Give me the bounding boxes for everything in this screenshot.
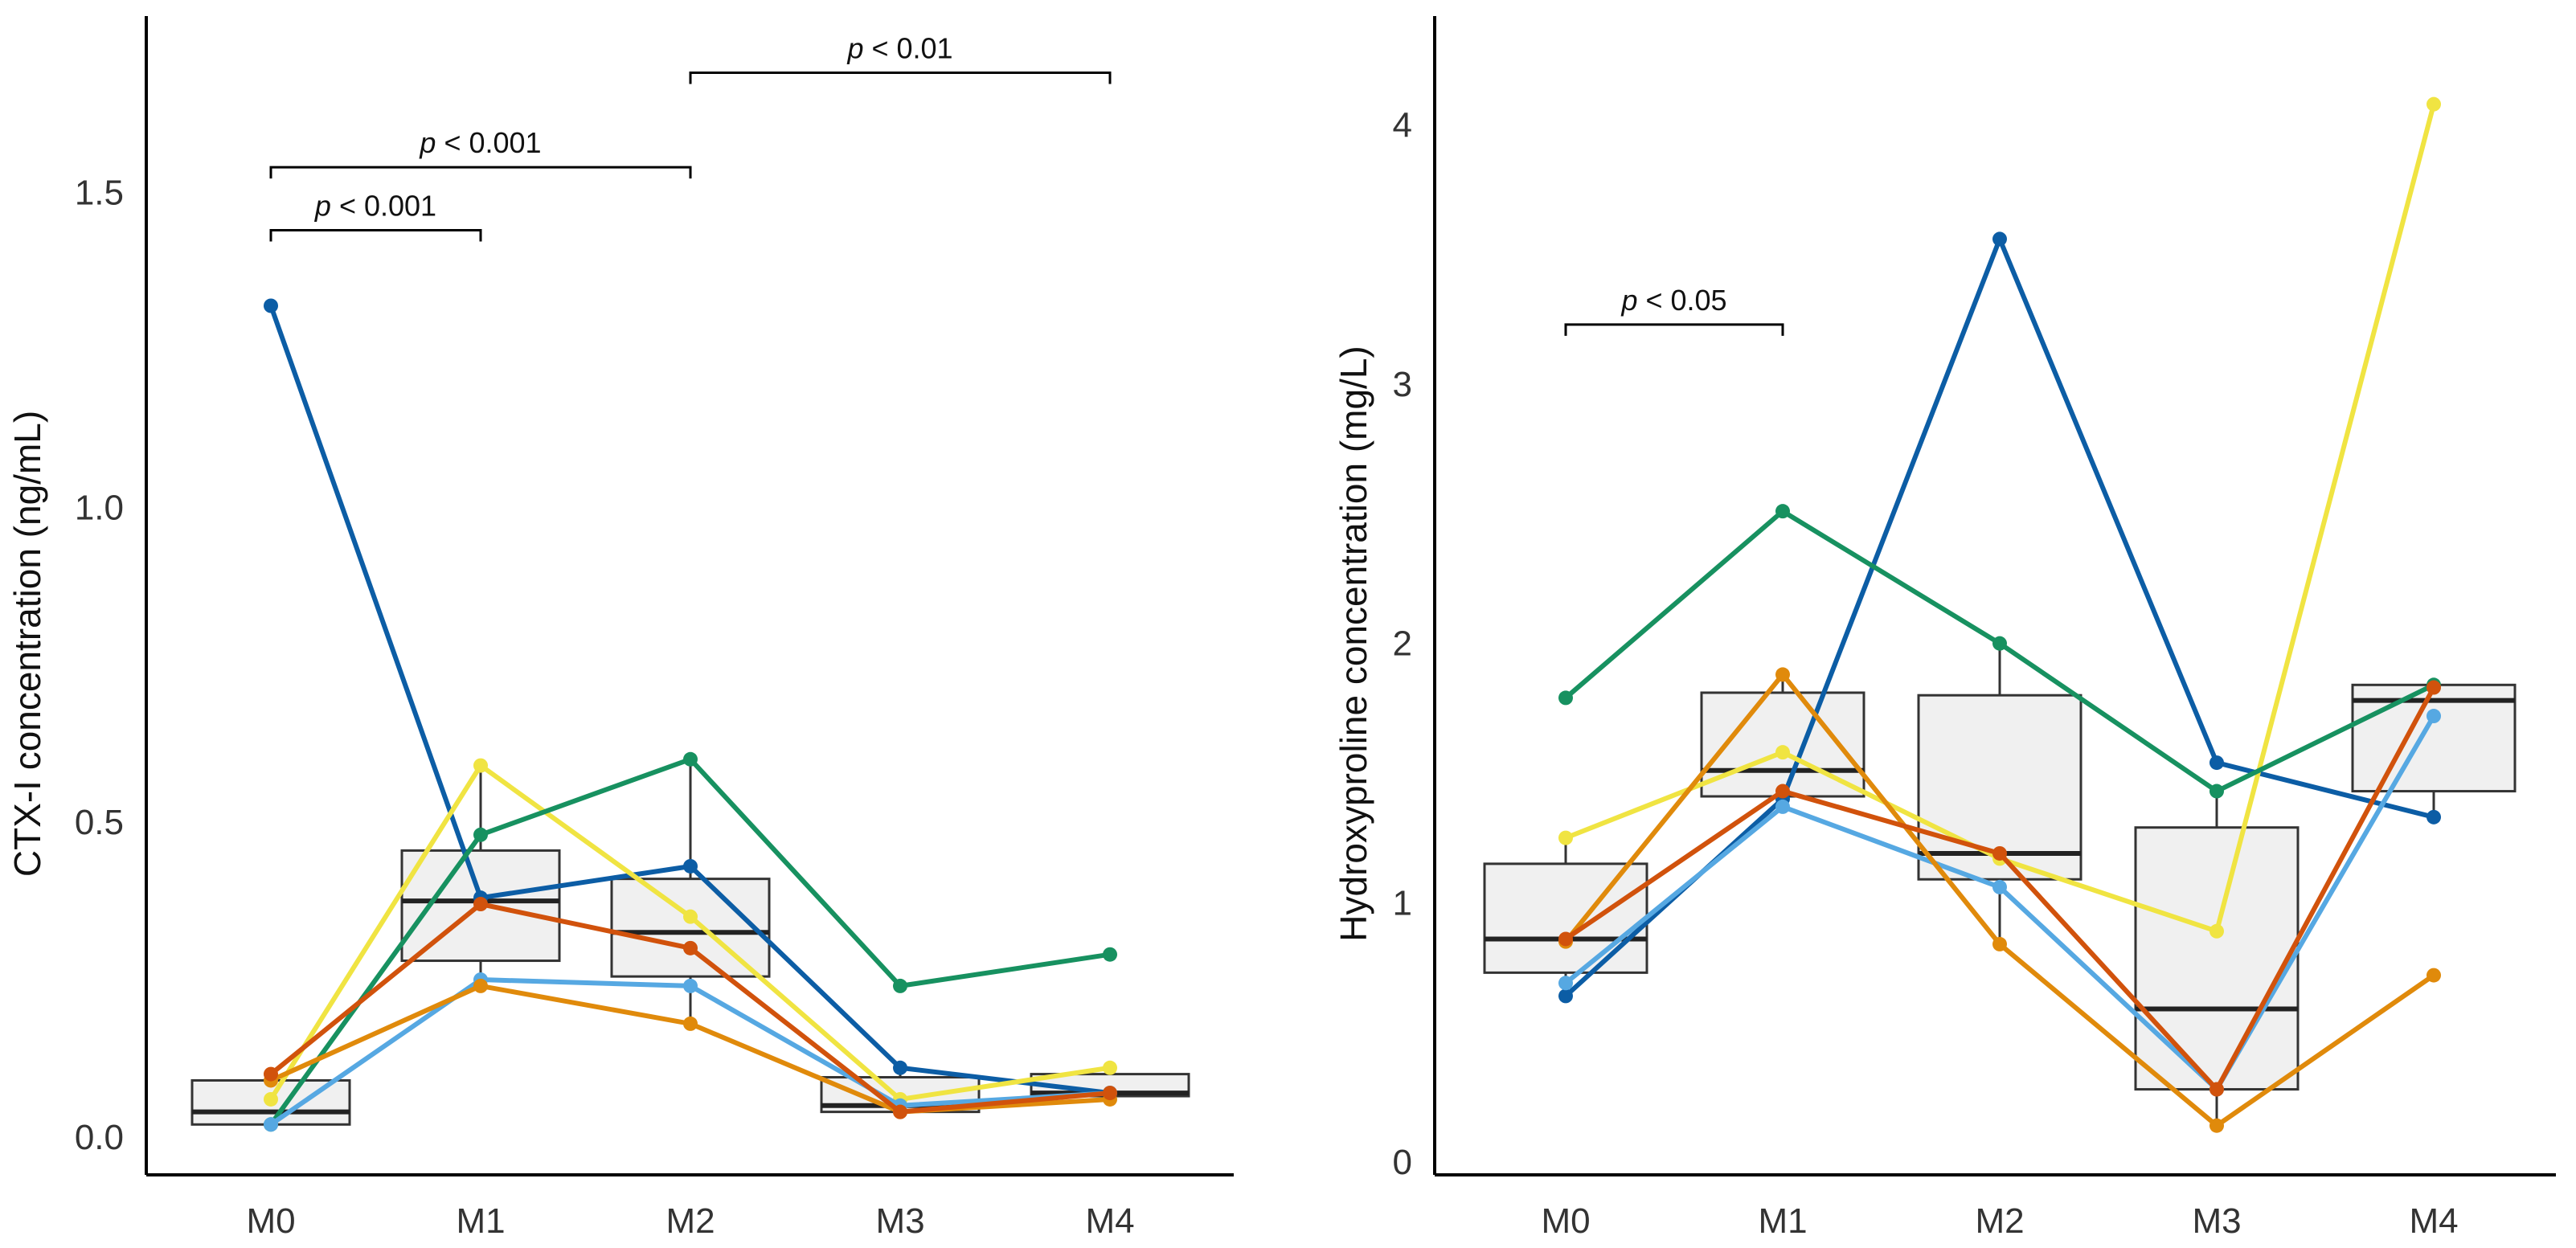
data-point [473, 827, 488, 842]
ctx-i-panel: 0.0 0.5 1.0 1.5 M0 M1 M2 M3 M4 CTX-I concentratio… [6, 16, 1234, 1241]
data-point [2209, 1082, 2224, 1097]
significance-bracket [269, 228, 482, 242]
data-point [683, 909, 698, 924]
data-point [683, 751, 698, 767]
data-point [2427, 680, 2441, 695]
significance-bracket [1564, 323, 1784, 336]
significance-bracket [269, 166, 692, 179]
data-point [2427, 968, 2441, 983]
data-point [2209, 755, 2224, 771]
data-point [1992, 936, 2007, 951]
box-M3 [2134, 826, 2300, 1091]
box-M0 [1483, 862, 1648, 974]
y-tick-label: 3 [1393, 365, 1412, 404]
data-point [1992, 845, 2007, 861]
x-tick-label: M3 [2192, 1201, 2241, 1241]
p-symbol: p [846, 32, 863, 65]
p-threshold: < 0.001 [331, 189, 436, 222]
y-tick-label: 0.5 [75, 803, 124, 842]
data-point [1775, 745, 1790, 760]
data-point [264, 1117, 278, 1132]
data-point [1775, 784, 1790, 799]
p-threshold: < 0.05 [1637, 284, 1726, 317]
data-point [2427, 809, 2441, 824]
significance-label: p < 0.05 [1620, 284, 1726, 317]
y-axis-title: Hydroxyproline concentration (mg/L) [1333, 346, 1374, 941]
data-point [1775, 667, 1790, 682]
data-point [473, 978, 488, 993]
x-tick-label: M4 [2409, 1201, 2458, 1241]
p-symbol: p [314, 189, 331, 222]
y-tick-label: 4 [1393, 105, 1412, 145]
data-point [1992, 879, 2007, 894]
significance-label: p < 0.01 [846, 32, 952, 65]
data-point [1558, 830, 1573, 845]
x-tick-label: M1 [1758, 1201, 1807, 1241]
y-tick-label: 2 [1393, 624, 1412, 664]
p-threshold: < 0.01 [863, 32, 952, 65]
data-point [1775, 504, 1790, 519]
hydroxyproline-panel: 0 1 2 3 4 M0 M1 M2 M3 M4 Hydroxyproline concentrat… [1333, 16, 2556, 1241]
p-threshold: < 0.001 [436, 126, 541, 159]
data-point [473, 897, 488, 912]
data-point [1992, 636, 2007, 651]
data-point [1775, 799, 1790, 814]
data-point [1558, 690, 1573, 706]
significance-label: p < 0.001 [419, 126, 541, 159]
y-tick-label: 1 [1393, 883, 1412, 923]
p-symbol: p [1620, 284, 1637, 317]
x-tick-label: M2 [1975, 1201, 2024, 1241]
y-tick-label: 1.0 [75, 488, 124, 527]
data-point [1103, 1060, 1117, 1075]
data-point [1103, 947, 1117, 962]
data-point [683, 858, 698, 874]
x-tick-label: M4 [1085, 1201, 1134, 1241]
significance-bracket [689, 72, 1112, 84]
data-point [2209, 1118, 2224, 1133]
data-point [1992, 231, 2007, 247]
p-symbol: p [419, 126, 436, 159]
data-point [2209, 784, 2224, 799]
data-point [264, 1066, 278, 1082]
data-point [264, 1091, 278, 1107]
y-axis-title: CTX-I concentration (ng/mL) [6, 411, 48, 877]
data-point [2427, 96, 2441, 112]
data-point [893, 1104, 907, 1119]
x-tick-label: M3 [875, 1201, 924, 1241]
data-point [2209, 923, 2224, 939]
y-tick-label: 0.0 [75, 1118, 124, 1157]
x-tick-label: M2 [666, 1201, 715, 1241]
data-point [683, 1016, 698, 1031]
x-tick-label: M1 [456, 1201, 505, 1241]
data-point [1558, 988, 1573, 1004]
data-point [683, 940, 698, 955]
data-point [893, 1060, 907, 1075]
significance-label: p < 0.001 [314, 189, 436, 222]
data-point [473, 758, 488, 773]
y-tick-label: 0 [1393, 1143, 1412, 1182]
x-tick-label: M0 [1541, 1201, 1590, 1241]
data-point [893, 978, 907, 993]
x-tick-label: M0 [246, 1201, 295, 1241]
data-point [264, 298, 278, 313]
data-point [683, 978, 698, 993]
data-point [1103, 1086, 1117, 1101]
y-tick-label: 1.5 [75, 173, 124, 212]
data-point [2427, 709, 2441, 724]
data-point [1558, 976, 1573, 991]
data-point [1558, 931, 1573, 947]
